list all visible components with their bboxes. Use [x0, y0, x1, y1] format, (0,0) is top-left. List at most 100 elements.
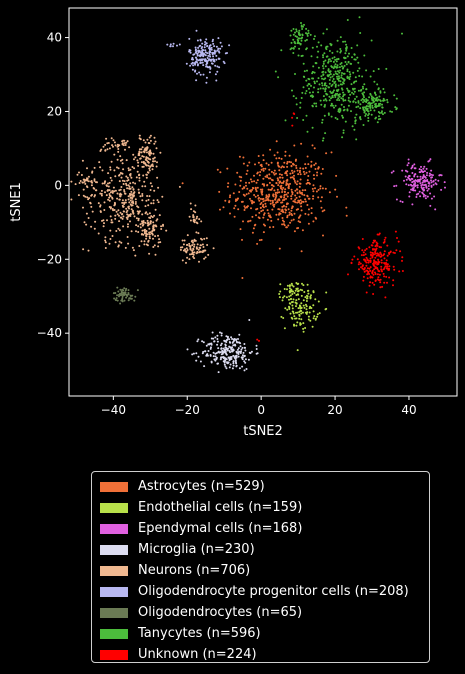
data-point — [324, 98, 327, 101]
data-point — [389, 110, 392, 113]
legend-label-ependymal-cells: Ependymal cells (n=168) — [138, 521, 303, 536]
data-point — [329, 76, 332, 79]
data-point — [305, 312, 308, 315]
data-point — [154, 235, 157, 238]
data-point — [101, 169, 104, 172]
data-point — [125, 141, 128, 144]
data-point — [220, 356, 223, 359]
data-point — [312, 310, 315, 313]
data-point — [151, 163, 154, 166]
data-point — [286, 165, 289, 168]
data-point — [207, 54, 210, 57]
data-point — [238, 333, 241, 336]
data-point — [328, 95, 331, 98]
data-point — [238, 175, 241, 178]
data-point — [349, 73, 352, 76]
data-point — [203, 237, 206, 240]
data-point — [287, 208, 290, 211]
data-point — [125, 182, 127, 185]
data-point — [416, 186, 419, 189]
data-point — [284, 171, 287, 174]
data-point — [123, 287, 126, 290]
data-point — [253, 180, 256, 183]
data-point — [234, 183, 237, 186]
data-point — [292, 285, 295, 288]
data-point — [127, 205, 130, 208]
data-point — [307, 315, 310, 318]
data-point — [85, 212, 88, 215]
data-point — [194, 46, 197, 49]
data-point — [295, 28, 298, 31]
data-point — [152, 152, 155, 155]
data-point — [144, 185, 147, 188]
data-point — [377, 276, 380, 279]
data-point — [213, 340, 216, 343]
data-point — [338, 99, 341, 102]
data-point — [309, 296, 312, 299]
data-point — [397, 240, 400, 243]
y-tick-label: 40 — [47, 31, 62, 45]
data-point — [295, 208, 298, 211]
data-point — [284, 154, 287, 157]
data-point — [196, 251, 199, 254]
data-point — [272, 226, 275, 228]
data-point — [321, 121, 324, 124]
data-point — [340, 50, 342, 52]
data-point — [336, 39, 339, 42]
data-point — [267, 212, 270, 215]
data-point — [289, 298, 292, 301]
data-point — [266, 197, 269, 200]
data-point — [98, 161, 101, 164]
data-point — [348, 71, 351, 73]
data-point — [313, 71, 316, 74]
data-point — [310, 207, 313, 210]
data-point — [264, 167, 267, 170]
data-point — [80, 174, 83, 176]
data-point — [134, 254, 137, 257]
data-point — [295, 311, 297, 314]
data-point — [112, 139, 115, 142]
data-point — [157, 241, 160, 244]
data-point — [357, 246, 360, 249]
data-point — [280, 157, 283, 160]
data-point — [418, 180, 421, 183]
data-point — [337, 79, 340, 82]
data-point — [257, 155, 260, 157]
data-point — [208, 50, 211, 53]
data-point — [209, 55, 212, 58]
data-point — [247, 192, 250, 195]
data-point — [367, 105, 370, 108]
data-point — [385, 275, 388, 278]
data-point — [261, 183, 264, 186]
legend-label-unknown: Unknown (n=224) — [138, 647, 257, 662]
data-point — [191, 68, 194, 71]
data-point — [420, 169, 423, 171]
data-point — [382, 99, 385, 102]
data-point — [354, 119, 357, 122]
data-point — [378, 232, 381, 235]
data-point — [388, 276, 391, 279]
data-point — [346, 70, 349, 73]
data-point — [201, 42, 204, 45]
data-point — [342, 40, 345, 43]
data-point — [317, 77, 320, 80]
data-point — [195, 359, 198, 362]
data-point — [161, 195, 164, 198]
data-point — [282, 186, 285, 189]
data-point — [194, 69, 197, 72]
data-point — [357, 101, 360, 104]
data-point — [151, 168, 154, 171]
data-point — [325, 84, 328, 87]
data-point — [379, 90, 382, 93]
data-point — [152, 199, 155, 202]
data-point — [119, 159, 122, 162]
data-point — [186, 256, 189, 259]
data-point — [125, 207, 128, 210]
data-point — [195, 231, 198, 234]
legend-swatch-microglia — [100, 544, 128, 555]
data-point — [303, 194, 306, 197]
data-point — [198, 58, 201, 61]
data-point — [194, 239, 197, 242]
data-point — [113, 169, 116, 172]
data-point — [137, 231, 140, 233]
